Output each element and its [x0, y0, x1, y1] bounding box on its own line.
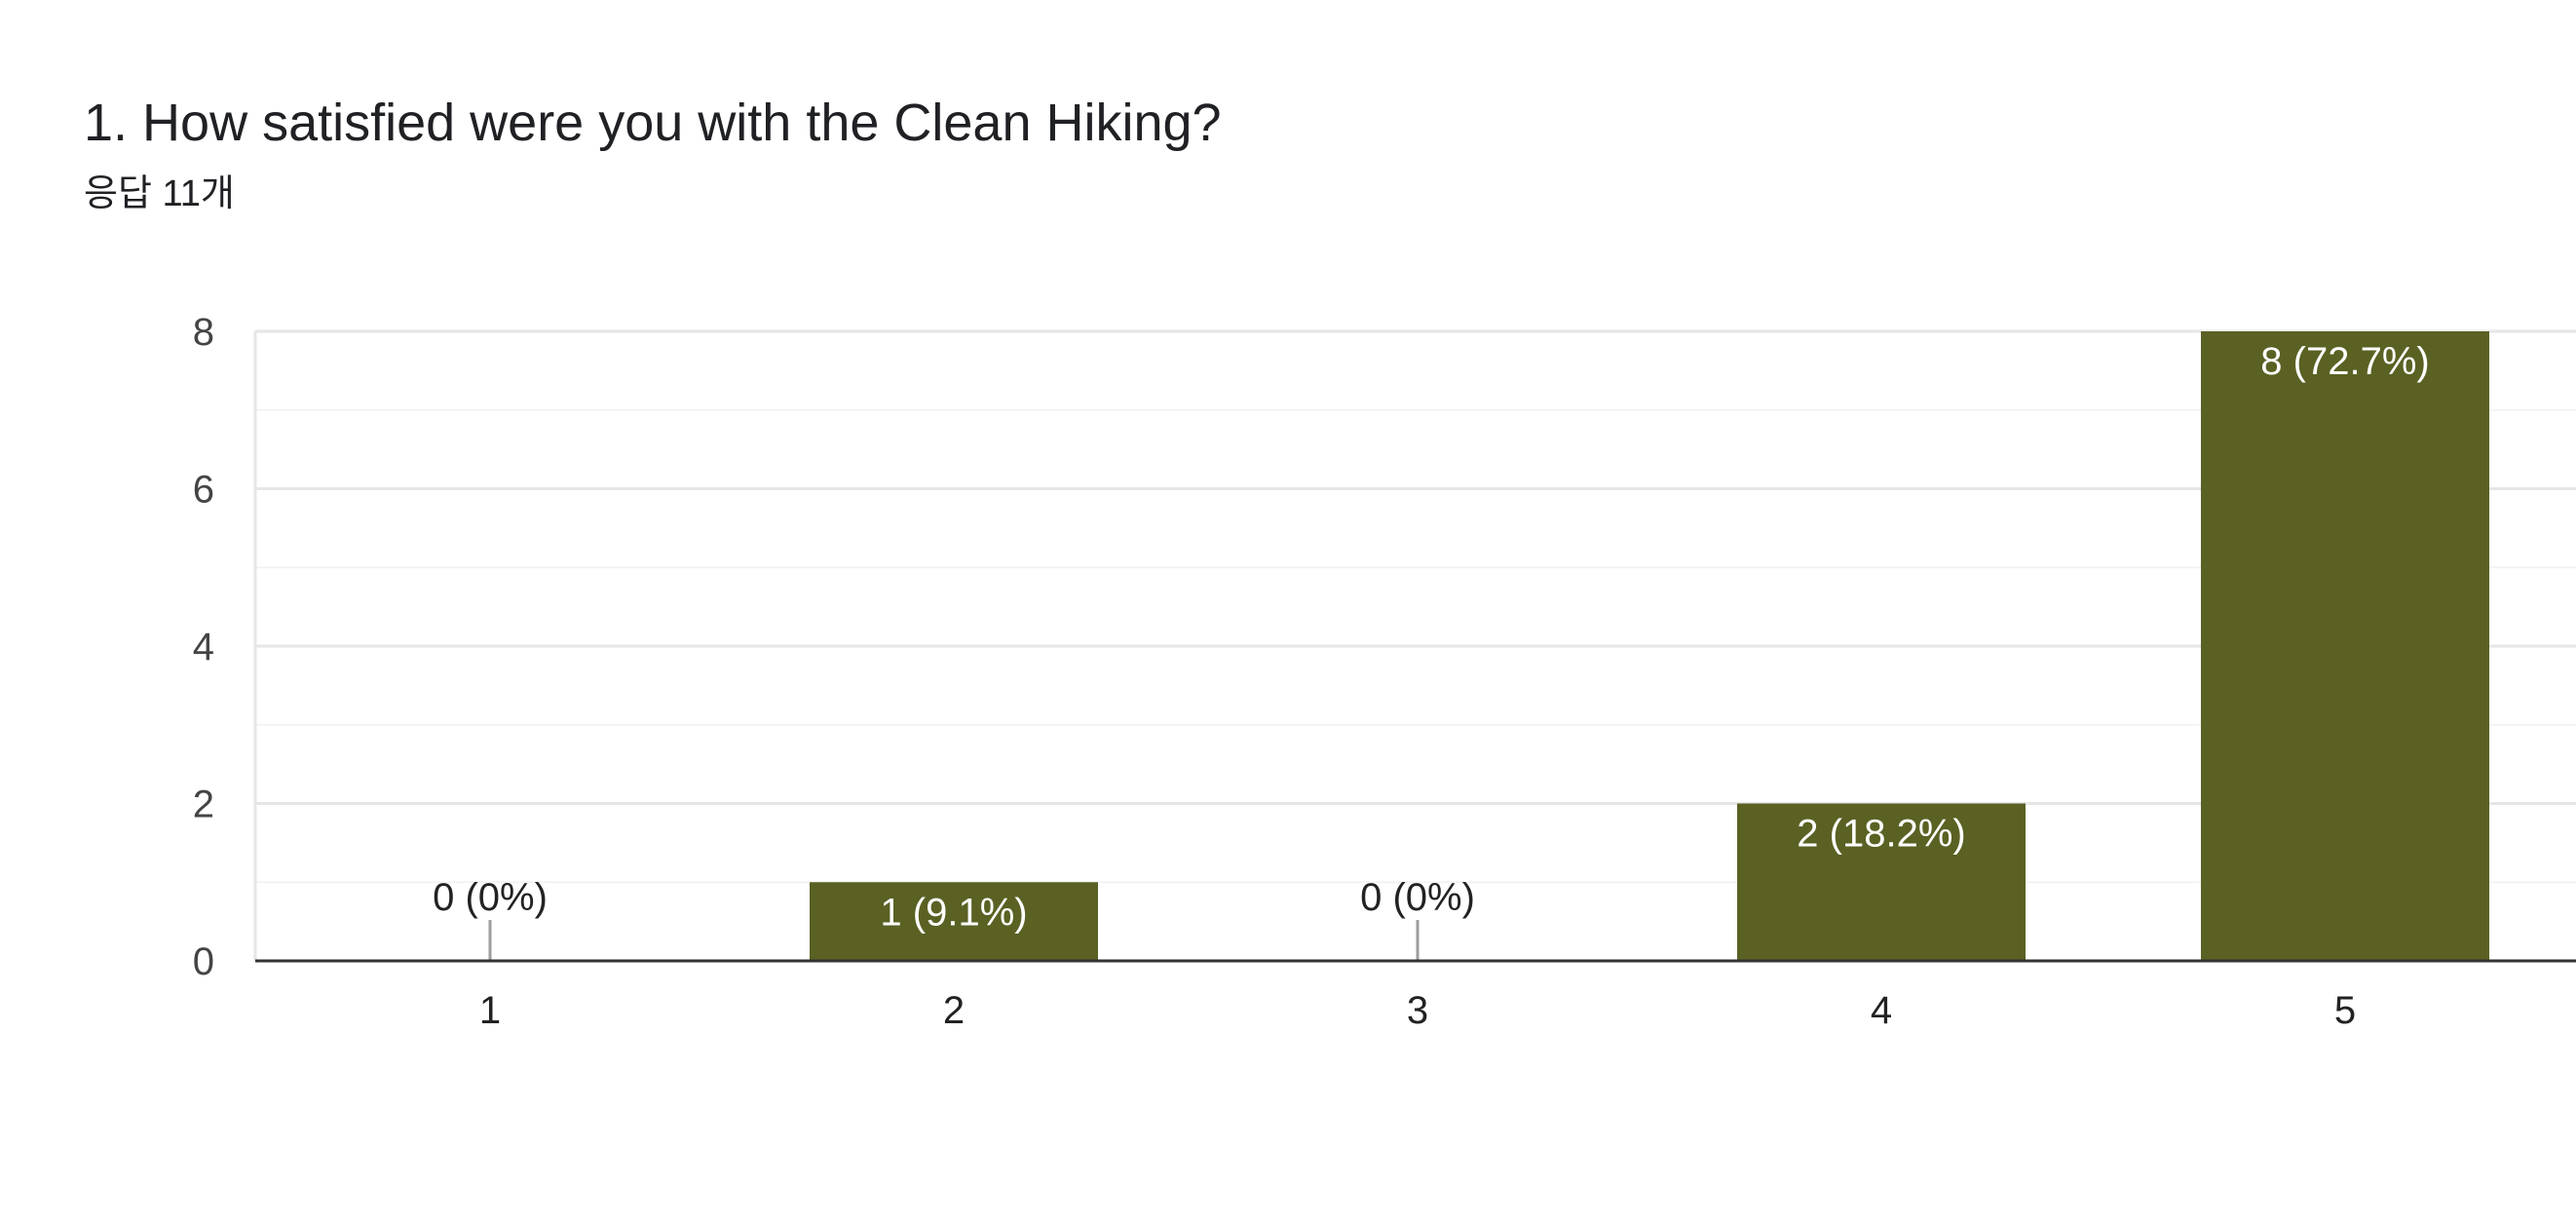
- bars: [488, 331, 2489, 961]
- x-category-label: 2: [943, 989, 965, 1032]
- labels: 0 2 4 6 8 0 (0%) 1 1 (9.1%) 2 0 (0%) 3 2 (18.2%) 4 8 …: [193, 311, 2430, 1032]
- x-category-label: 5: [2334, 989, 2356, 1032]
- question-title: 1. How satisfied were you with the Clean…: [84, 94, 1222, 152]
- bar: [1737, 803, 2026, 961]
- data-label: 0 (0%): [1360, 876, 1475, 919]
- bar: [810, 882, 1098, 961]
- data-label: 8 (72.7%): [2260, 340, 2429, 383]
- gridlines: [253, 329, 2576, 961]
- y-tick-label: 0: [193, 940, 214, 983]
- response-count: 응답 11개: [84, 173, 235, 214]
- x-category-label: 1: [479, 989, 501, 1032]
- bar: [2201, 331, 2489, 961]
- x-category-label: 4: [1871, 989, 1892, 1032]
- y-tick-label: 4: [193, 626, 214, 669]
- y-tick-label: 8: [193, 311, 214, 354]
- data-label: 0 (0%): [433, 876, 548, 919]
- y-tick-label: 2: [193, 784, 214, 826]
- data-label: 2 (18.2%): [1797, 813, 1965, 856]
- x-category-label: 3: [1407, 989, 1428, 1032]
- data-label: 1 (9.1%): [880, 891, 1027, 934]
- y-tick-label: 6: [193, 469, 214, 512]
